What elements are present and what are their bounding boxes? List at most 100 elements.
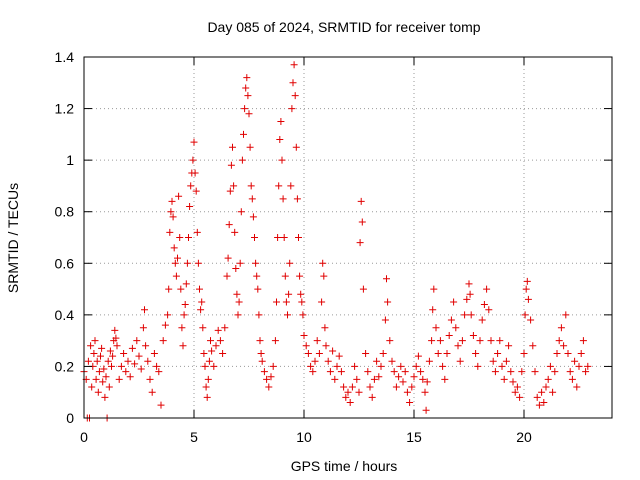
data-point — [320, 272, 328, 280]
data-point — [443, 350, 451, 358]
data-point — [201, 362, 209, 370]
data-point — [560, 342, 568, 350]
data-point — [518, 368, 526, 376]
data-point — [307, 362, 315, 370]
data-point — [189, 156, 197, 164]
x-axis-label: GPS time / hours — [291, 458, 398, 474]
data-point — [204, 375, 212, 383]
data-point — [573, 383, 581, 391]
data-point — [227, 161, 235, 169]
data-point — [172, 272, 180, 280]
data-point — [441, 375, 449, 383]
data-point — [124, 357, 132, 365]
data-point — [109, 352, 117, 360]
data-point — [562, 311, 570, 319]
data-point — [311, 357, 319, 365]
data-point — [190, 138, 198, 146]
data-point — [364, 368, 372, 376]
data-point — [337, 368, 345, 376]
data-point — [224, 254, 232, 262]
data-point — [254, 285, 262, 293]
data-point — [197, 306, 205, 314]
data-point — [223, 272, 231, 280]
data-point — [94, 388, 102, 396]
data-point — [198, 298, 206, 306]
data-point — [480, 301, 488, 309]
data-point — [285, 290, 293, 298]
y-tick-label: 0.4 — [55, 307, 75, 323]
data-point — [297, 290, 305, 298]
data-point — [584, 362, 592, 370]
data-point — [231, 228, 239, 236]
data-point — [277, 117, 285, 125]
data-point — [366, 383, 374, 391]
data-point — [101, 393, 109, 401]
data-point — [555, 337, 563, 345]
data-point — [295, 234, 302, 241]
data-point — [454, 342, 462, 350]
data-point — [516, 393, 524, 401]
data-point — [157, 401, 165, 409]
data-point — [237, 208, 245, 216]
data-point — [105, 383, 113, 391]
data-point — [292, 143, 300, 151]
data-point — [170, 244, 178, 252]
data-point — [465, 280, 473, 288]
data-point — [428, 337, 436, 345]
data-point — [489, 357, 497, 365]
data-point — [256, 337, 264, 345]
x-tick-label: 20 — [516, 429, 532, 445]
x-tick-label: 5 — [190, 429, 198, 445]
data-point — [88, 383, 96, 391]
data-point — [249, 213, 257, 221]
data-point — [315, 350, 323, 358]
data-point — [185, 234, 192, 241]
data-point — [324, 357, 332, 365]
data-point — [487, 337, 495, 345]
data-point — [357, 197, 365, 205]
data-point — [509, 378, 517, 386]
data-point — [276, 136, 284, 144]
data-point — [529, 342, 537, 350]
data-point — [126, 373, 134, 381]
data-point — [178, 324, 186, 332]
data-point — [331, 375, 339, 383]
data-point — [434, 350, 442, 358]
data-point — [296, 272, 304, 280]
data-point — [233, 290, 241, 298]
data-point — [368, 393, 376, 401]
data-point — [333, 362, 341, 370]
data-point — [97, 352, 104, 360]
data-point — [236, 259, 244, 267]
data-point — [257, 350, 265, 358]
chart-title: Day 085 of 2024, SRMTID for receiver tom… — [207, 19, 480, 35]
data-point — [194, 259, 202, 267]
data-point — [169, 213, 177, 221]
data-point — [91, 337, 99, 345]
data-point — [379, 350, 387, 358]
data-point — [491, 368, 499, 376]
data-point — [466, 290, 474, 298]
data-point — [553, 350, 561, 358]
data-point — [568, 375, 576, 383]
data-point — [392, 383, 400, 391]
data-point — [192, 187, 200, 195]
data-point — [340, 383, 348, 391]
data-point — [309, 368, 317, 376]
data-point — [148, 388, 156, 396]
data-point — [176, 234, 184, 241]
data-point — [423, 378, 431, 386]
data-point — [115, 375, 123, 383]
data-point — [577, 350, 585, 358]
data-point — [575, 362, 583, 370]
data-point — [326, 368, 334, 376]
data-point — [408, 383, 416, 391]
data-points — [80, 61, 592, 422]
data-point — [351, 362, 359, 370]
data-point — [500, 375, 508, 383]
data-point — [355, 388, 363, 396]
data-point — [207, 337, 214, 345]
data-point — [117, 362, 125, 370]
data-point — [171, 259, 179, 267]
